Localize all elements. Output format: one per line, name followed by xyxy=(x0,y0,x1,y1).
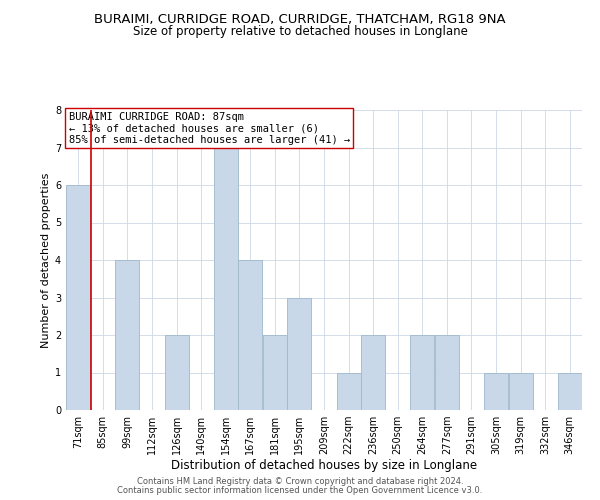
Bar xyxy=(484,372,508,410)
Bar xyxy=(164,335,188,410)
Bar xyxy=(410,335,434,410)
Text: BURAIMI CURRIDGE ROAD: 87sqm
← 13% of detached houses are smaller (6)
85% of sem: BURAIMI CURRIDGE ROAD: 87sqm ← 13% of de… xyxy=(68,112,350,144)
Text: Contains public sector information licensed under the Open Government Licence v3: Contains public sector information licen… xyxy=(118,486,482,495)
Bar xyxy=(263,335,287,410)
Text: Size of property relative to detached houses in Longlane: Size of property relative to detached ho… xyxy=(133,25,467,38)
Bar xyxy=(337,372,361,410)
Bar xyxy=(115,260,139,410)
Bar xyxy=(214,148,238,410)
Bar xyxy=(238,260,262,410)
Bar xyxy=(66,185,91,410)
Bar xyxy=(557,372,582,410)
Bar xyxy=(287,298,311,410)
Text: BURAIMI, CURRIDGE ROAD, CURRIDGE, THATCHAM, RG18 9NA: BURAIMI, CURRIDGE ROAD, CURRIDGE, THATCH… xyxy=(94,12,506,26)
Y-axis label: Number of detached properties: Number of detached properties xyxy=(41,172,51,348)
Bar xyxy=(509,372,533,410)
X-axis label: Distribution of detached houses by size in Longlane: Distribution of detached houses by size … xyxy=(171,458,477,471)
Text: Contains HM Land Registry data © Crown copyright and database right 2024.: Contains HM Land Registry data © Crown c… xyxy=(137,477,463,486)
Bar xyxy=(361,335,385,410)
Bar xyxy=(435,335,459,410)
